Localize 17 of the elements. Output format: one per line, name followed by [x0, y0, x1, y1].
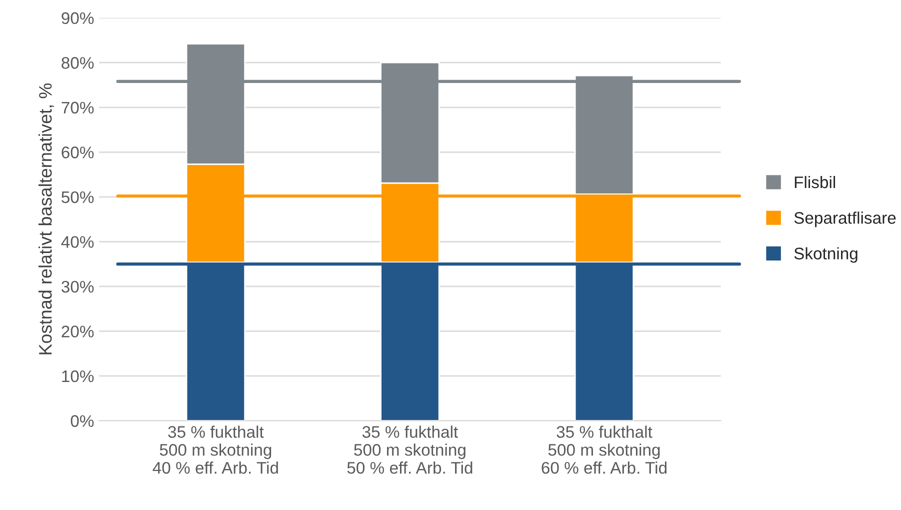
legend-label: Skotning	[794, 247, 858, 263]
x-tick-label: 35 % fukthalt 500 m skotning 60 % eff. Arb. Tid	[542, 426, 666, 474]
y-tick-label: 0%	[70, 415, 94, 427]
y-tick-label: 50%	[62, 191, 94, 204]
y-tick-label: 20%	[62, 326, 94, 338]
x-tick-label: 35 % fukthalt 500 m skotning 50 % eff. Arb. Tid	[347, 426, 472, 474]
y-tick-label: 70%	[62, 102, 94, 114]
y-tick-label: 30%	[62, 280, 94, 293]
y-tick-label: 80%	[62, 57, 94, 69]
y-tick-label: 90%	[62, 12, 94, 24]
legend-label: Separatflisare	[794, 212, 896, 228]
y-axis-title: Kostnad relativt basalternativet, %	[38, 83, 54, 354]
legend-label: Flisbil	[794, 176, 836, 188]
x-tick-label: 35 % fukthalt 500 m skotning 40 % eff. Arb. Tid	[152, 426, 278, 474]
y-tick-label: 60%	[62, 146, 94, 158]
y-tick-label: 40%	[61, 236, 94, 248]
y-tick-label: 10%	[62, 370, 94, 382]
